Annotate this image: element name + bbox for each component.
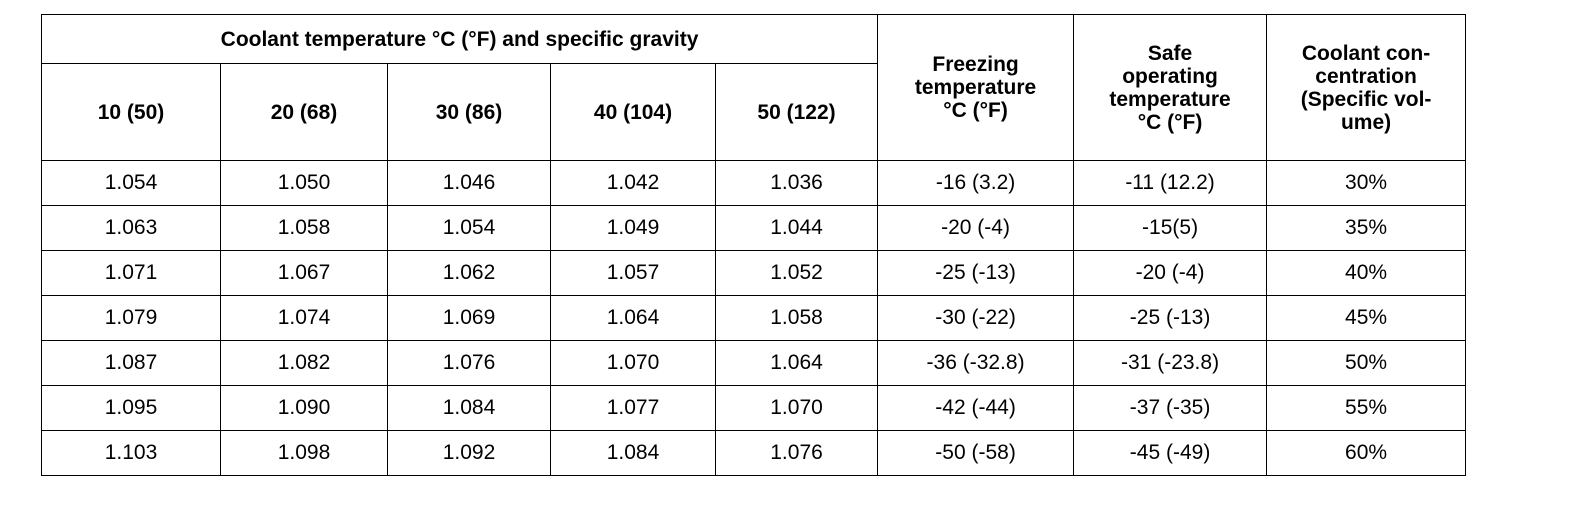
- table-row: 1.071 1.067 1.062 1.057 1.052 -25 (-13) -20 (-…: [41, 250, 1467, 296]
- cell-sg-40c: 1.057: [550, 250, 716, 296]
- cell-sg-20c: 1.067: [220, 250, 388, 296]
- table-row: 1.087 1.082 1.076 1.070 1.064 -36 (-32.8) -31 …: [41, 340, 1467, 386]
- cell-sg-40c: 1.070: [550, 340, 716, 386]
- table-row: 1.095 1.090 1.084 1.077 1.070 -42 (-44) -37 (-…: [41, 385, 1467, 431]
- coolant-table: Coolant temperature °C (°F) and specific…: [40, 14, 1467, 476]
- cell-sg-10c: 1.079: [41, 295, 221, 341]
- cell-safe-operating-temp: -37 (-35): [1073, 385, 1268, 431]
- cell-sg-40c: 1.084: [550, 430, 716, 476]
- cell-sg-50c: 1.058: [714, 295, 879, 341]
- cell-sg-10c: 1.054: [41, 160, 221, 206]
- coolant-concentration-header: Coolant con- centration (Specific vol- u…: [1266, 14, 1467, 161]
- cell-safe-operating-temp: -11 (12.2): [1073, 160, 1268, 206]
- safe-operating-temperature-header: Safe operating temperature °C (°F): [1073, 14, 1268, 161]
- concentration-header-line-2: centration: [1315, 64, 1417, 88]
- cell-sg-10c: 1.071: [41, 250, 221, 296]
- cell-sg-50c: 1.070: [714, 385, 879, 431]
- cell-sg-40c: 1.064: [550, 295, 716, 341]
- cell-freezing-temp: -50 (-58): [877, 430, 1075, 476]
- coolant-temperature-group-header: Coolant temperature °C (°F) and specific…: [40, 14, 879, 64]
- cell-concentration: 60%: [1266, 430, 1467, 476]
- cell-freezing-temp: -36 (-32.8): [877, 340, 1075, 386]
- freezing-header-line-3: °C (°F): [943, 99, 1008, 122]
- cell-sg-50c: 1.044: [714, 205, 879, 251]
- cell-sg-50c: 1.036: [714, 160, 879, 206]
- safe-header-line-3: temperature: [1109, 87, 1231, 111]
- cell-sg-30c: 1.046: [387, 160, 551, 206]
- concentration-header-line-3: (Specific vol-: [1300, 87, 1432, 111]
- cell-concentration: 40%: [1266, 250, 1467, 296]
- cell-sg-40c: 1.049: [550, 205, 716, 251]
- safe-header-line-1: Safe: [1147, 41, 1193, 65]
- cell-sg-20c: 1.098: [220, 430, 388, 476]
- cell-sg-30c: 1.076: [387, 340, 551, 386]
- header-row-temperatures: 10 (50) 20 (68) 30 (86) 40 (104) 50 (122…: [41, 63, 1466, 161]
- cell-sg-30c: 1.092: [387, 430, 551, 476]
- cell-sg-30c: 1.084: [387, 385, 551, 431]
- cell-sg-20c: 1.082: [220, 340, 388, 386]
- cell-sg-10c: 1.087: [41, 340, 221, 386]
- cell-sg-40c: 1.042: [550, 160, 716, 206]
- cell-sg-10c: 1.063: [41, 205, 221, 251]
- cell-sg-50c: 1.064: [714, 340, 879, 386]
- cell-safe-operating-temp: -45 (-49): [1073, 430, 1268, 476]
- header-row-top: Coolant temperature °C (°F) and specific…: [40, 14, 1467, 161]
- cell-safe-operating-temp: -31 (-23.8): [1073, 340, 1268, 386]
- cell-safe-operating-temp: -20 (-4): [1073, 250, 1268, 296]
- cell-freezing-temp: -42 (-44): [877, 385, 1075, 431]
- temp-column-header: 30 (86): [387, 63, 551, 161]
- cell-sg-20c: 1.074: [220, 295, 388, 341]
- freezing-temperature-header: Freezing temperature °C (°F): [877, 14, 1075, 161]
- temp-column-header: 20 (68): [220, 63, 388, 161]
- cell-concentration: 45%: [1266, 295, 1467, 341]
- cell-freezing-temp: -25 (-13): [877, 250, 1075, 296]
- safe-header-line-4: °C (°F): [1137, 110, 1203, 134]
- cell-freezing-temp: -30 (-22): [877, 295, 1075, 341]
- table-row: 1.079 1.074 1.069 1.064 1.058 -30 (-22) -25 (-…: [41, 295, 1467, 341]
- cell-safe-operating-temp: -15(5): [1073, 205, 1268, 251]
- cell-sg-50c: 1.052: [714, 250, 879, 296]
- concentration-header-line-4: ume): [1340, 110, 1392, 134]
- cell-concentration: 35%: [1266, 205, 1467, 251]
- table-body: 1.054 1.050 1.046 1.042 1.036 -16 (3.2) -11 (1…: [41, 160, 1467, 476]
- cell-sg-10c: 1.095: [41, 385, 221, 431]
- table-row: 1.103 1.098 1.092 1.084 1.076 -50 (-58) -45 (-…: [41, 430, 1467, 476]
- temp-column-header: 10 (50): [41, 63, 221, 161]
- cell-sg-30c: 1.062: [387, 250, 551, 296]
- concentration-header-line-1: Coolant con-: [1301, 41, 1431, 65]
- temp-column-header: 50 (122): [714, 63, 879, 161]
- cell-sg-50c: 1.076: [714, 430, 879, 476]
- cell-freezing-temp: -20 (-4): [877, 205, 1075, 251]
- cell-concentration: 50%: [1266, 340, 1467, 386]
- cell-sg-30c: 1.069: [387, 295, 551, 341]
- cell-concentration: 30%: [1266, 160, 1467, 206]
- temp-column-header: 40 (104): [550, 63, 716, 161]
- cell-sg-20c: 1.058: [220, 205, 388, 251]
- cell-sg-20c: 1.090: [220, 385, 388, 431]
- freezing-header-line-1: Freezing: [932, 53, 1019, 76]
- safe-header-line-2: operating: [1122, 64, 1218, 88]
- table-header: Coolant temperature °C (°F) and specific…: [40, 14, 1467, 161]
- cell-freezing-temp: -16 (3.2): [877, 160, 1075, 206]
- cell-sg-30c: 1.054: [387, 205, 551, 251]
- cell-sg-20c: 1.050: [220, 160, 388, 206]
- cell-sg-10c: 1.103: [41, 430, 221, 476]
- cell-sg-40c: 1.077: [550, 385, 716, 431]
- cell-concentration: 55%: [1266, 385, 1467, 431]
- table-row: 1.063 1.058 1.054 1.049 1.044 -20 (-4) -15(5) 3…: [41, 205, 1467, 251]
- cell-safe-operating-temp: -25 (-13): [1073, 295, 1268, 341]
- freezing-header-line-2: temperature: [914, 76, 1037, 99]
- table-row: 1.054 1.050 1.046 1.042 1.036 -16 (3.2) -11 (1…: [41, 160, 1467, 206]
